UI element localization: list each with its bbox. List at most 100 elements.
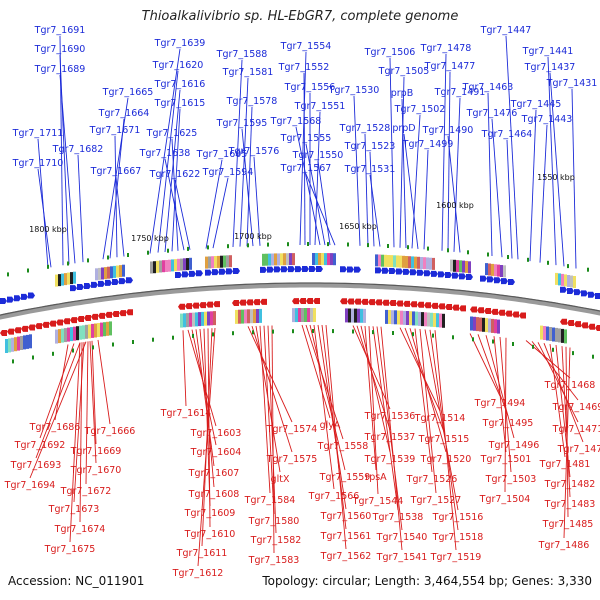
plus-gene-label: Tgr7_1502 [394, 104, 446, 115]
plus-gene-label: Tgr7_1447 [480, 25, 532, 36]
leader-line [485, 335, 515, 439]
leader-line [73, 341, 85, 503]
plus-gene-label: Tgr7_1499 [402, 139, 454, 150]
tick-mark [432, 333, 434, 338]
minus-gene-label: Tgr7_1666 [84, 426, 136, 437]
tick-mark [227, 244, 229, 249]
leader-line [149, 48, 181, 254]
leader-line [441, 53, 447, 251]
tick-mark [352, 329, 354, 334]
cog-block [307, 308, 310, 322]
leader-line [403, 133, 419, 249]
minus-gene-label: Tgr7_1472 [557, 444, 600, 455]
cog-block [405, 256, 408, 268]
plus-gene-arrow [389, 268, 396, 275]
leader-line [504, 337, 507, 493]
leader-line [409, 328, 447, 453]
minus-gene-arrow [178, 303, 185, 310]
leader-line [97, 339, 111, 425]
minus-gene-label: Tgr7_1482 [544, 479, 596, 490]
minus-gene-arrow [42, 321, 49, 328]
plus-gene-arrow [417, 269, 424, 276]
leader-line [563, 347, 571, 539]
minus-gene-label: Tgr7_1566 [308, 491, 360, 502]
minus-gene-label: Tgr7_1504 [479, 494, 531, 505]
plus-gene-arrow [452, 272, 459, 279]
leader-line [39, 343, 75, 439]
plus-gene-label: Tgr7_1464 [481, 129, 533, 140]
cog-block [268, 253, 271, 266]
cog-block [397, 310, 400, 325]
cog-block [180, 258, 183, 271]
minus-gene-label: Tgr7_1603 [190, 428, 242, 439]
cog-block [375, 254, 378, 267]
minus-gene-arrow [77, 316, 84, 323]
plus-gene-label: Tgr7_1711 [12, 128, 64, 139]
leader-line [453, 97, 461, 252]
minus-gene-label: Tgr7_1693 [10, 460, 62, 471]
genome-summary: Topology: circular; Length: 3,464,554 bp… [262, 574, 592, 588]
cog-block [250, 309, 253, 324]
plus-gene-label: Tgr7_1530 [328, 85, 380, 96]
leader-line [232, 59, 243, 248]
minus-gene-arrow [84, 314, 91, 321]
leader-line [212, 177, 229, 249]
cog-block [354, 308, 357, 323]
leader-line [561, 346, 571, 498]
plus-gene-arrow [567, 287, 574, 294]
cog-block [256, 309, 259, 323]
tick-mark [587, 267, 589, 272]
tick-mark [367, 243, 369, 248]
plus-gene-label: Tgr7_1588 [216, 49, 268, 60]
plus-gene-arrow [480, 275, 487, 282]
tick-mark [267, 242, 269, 247]
cog-block [561, 328, 564, 343]
cog-block [241, 309, 244, 324]
cog-block [73, 271, 76, 284]
plus-gene-arrow [340, 266, 347, 273]
leader-line [267, 325, 277, 534]
minus-gene-arrow [354, 298, 361, 305]
leader-line [29, 341, 87, 479]
tick-mark [407, 245, 409, 250]
scale-label: 1750 kbp [131, 234, 169, 243]
cog-block [94, 323, 97, 338]
cog-block [286, 253, 289, 266]
plus-gene-arrow [14, 295, 21, 302]
cog-block [280, 253, 283, 266]
cog-block [29, 334, 32, 349]
cog-block [122, 264, 125, 277]
leader-line [505, 35, 519, 260]
cog-block [488, 318, 491, 333]
cog-block [423, 257, 426, 270]
cog-block [424, 312, 427, 327]
minus-gene-arrow [498, 309, 505, 316]
cog-block [546, 326, 549, 341]
leader-line [469, 333, 501, 397]
plus-gene-arrow [431, 270, 438, 277]
minus-gene-arrow [49, 320, 56, 327]
leader-line [549, 72, 565, 267]
minus-gene-label: Tgr7_1486 [538, 540, 590, 551]
minus-gene-label: Tgr7_1670 [70, 465, 122, 476]
leader-line [259, 325, 271, 494]
leader-line [85, 341, 89, 485]
plus-gene-arrow [274, 266, 281, 273]
plus-gene-label: Tgr7_1667 [90, 166, 142, 177]
minus-gene-label: Tgr7_1541 [376, 552, 428, 563]
cog-block [17, 336, 20, 351]
leader-line [182, 330, 187, 407]
cog-block [226, 255, 229, 268]
plus-gene-label: Tgr7_1528 [339, 123, 391, 134]
cog-block [186, 313, 189, 328]
minus-gene-label: Tgr7_1496 [488, 440, 540, 451]
minus-gene-arrow [199, 302, 206, 309]
tick-mark [147, 250, 149, 255]
leader-line [571, 88, 577, 269]
cog-block [213, 311, 216, 326]
cog-block [247, 309, 250, 324]
cog-block [426, 257, 429, 270]
minus-gene-arrow [63, 318, 70, 325]
minus-gene-arrow [14, 327, 21, 334]
